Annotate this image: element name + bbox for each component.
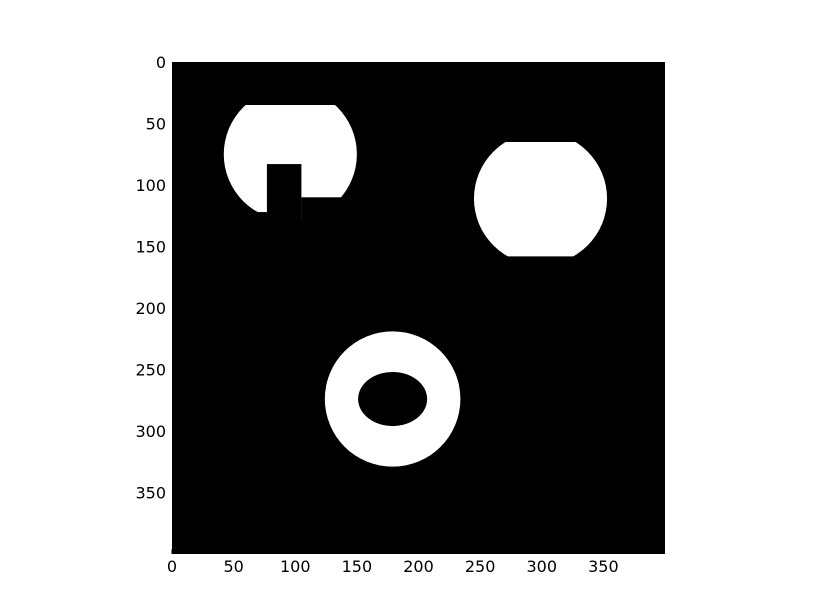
- ring: [324, 331, 461, 467]
- x-tick-label: 250: [465, 557, 496, 576]
- y-tick-label: 200: [135, 299, 166, 318]
- image-plot-area: [172, 62, 665, 554]
- x-tick-label: 150: [342, 557, 373, 576]
- clipped-circle: [473, 141, 608, 257]
- clipped-circle-with-notch-cutout-2: [196, 212, 267, 222]
- clipped-circle-disc: [473, 141, 608, 257]
- x-tick-label: 350: [588, 557, 619, 576]
- x-tick-label: 300: [526, 557, 557, 576]
- ring-inner-hole: [358, 371, 428, 427]
- y-axis: 0 50 100 150 200 250 300 350: [135, 53, 166, 503]
- image-shapes: [196, 105, 608, 467]
- y-tick-label: 50: [146, 115, 166, 134]
- y-tick-label: 0: [156, 53, 166, 72]
- clipped-circle-with-notch: [196, 105, 357, 222]
- x-tick-label: 100: [280, 557, 311, 576]
- y-tick-label: 300: [135, 422, 166, 441]
- y-tick-label: 150: [135, 238, 166, 257]
- x-tick-label: 200: [403, 557, 434, 576]
- clipped-circle-with-notch-cutout-1: [301, 197, 357, 222]
- clipped-circle-with-notch-disc: [223, 105, 357, 220]
- x-tick-label: 0: [167, 557, 177, 576]
- y-tick-label: 100: [135, 176, 166, 195]
- clipped-circle-with-notch-cutout-0: [266, 164, 302, 222]
- x-tick-label: 50: [223, 557, 243, 576]
- y-tick-label: 350: [135, 484, 166, 503]
- x-axis: 0 50 100 150 200 250 300 350: [167, 549, 619, 576]
- y-tick-label: 250: [135, 361, 166, 380]
